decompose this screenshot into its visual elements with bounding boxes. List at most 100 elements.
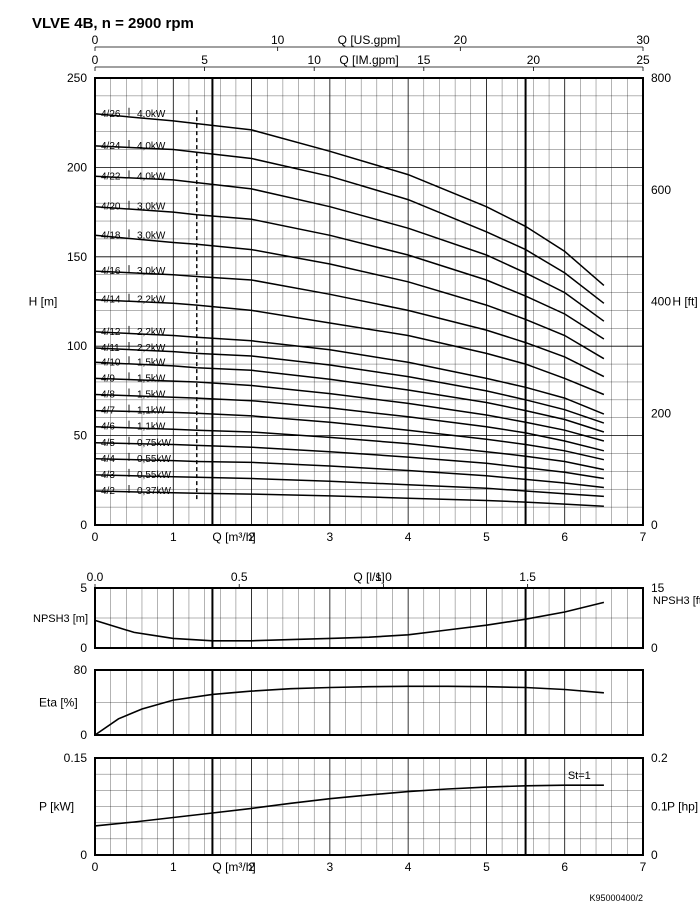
svg-text:Eta [%]: Eta [%] [39, 696, 78, 710]
svg-text:NPSH3 [ft]: NPSH3 [ft] [653, 595, 700, 607]
svg-text:4,0kW: 4,0kW [137, 141, 166, 152]
svg-text:1.5: 1.5 [519, 570, 536, 584]
svg-text:H [ft]: H [ft] [672, 295, 697, 309]
svg-text:0: 0 [80, 728, 87, 742]
svg-text:5: 5 [483, 530, 490, 544]
svg-text:4: 4 [405, 530, 412, 544]
svg-text:Q [l/s]: Q [l/s] [353, 570, 384, 584]
svg-text:0.1: 0.1 [651, 800, 668, 814]
svg-text:15: 15 [417, 53, 431, 67]
svg-text:0: 0 [80, 641, 87, 655]
pump-curve-chart: VLVE 4B, n = 2900 rpm0102030Q [US.gpm]05… [0, 0, 700, 911]
svg-text:5: 5 [80, 581, 87, 595]
svg-text:4/9: 4/9 [101, 373, 115, 384]
svg-text:4,0kW: 4,0kW [137, 171, 166, 182]
svg-text:15: 15 [651, 581, 665, 595]
svg-text:4/8: 4/8 [101, 389, 115, 400]
svg-text:4/18: 4/18 [101, 230, 121, 241]
svg-text:2,2kW: 2,2kW [137, 295, 166, 306]
svg-text:St=1: St=1 [568, 770, 591, 782]
svg-text:7: 7 [640, 860, 647, 874]
svg-text:0.15: 0.15 [64, 751, 88, 765]
svg-text:4/10: 4/10 [101, 357, 121, 368]
svg-text:200: 200 [67, 160, 87, 174]
svg-text:0: 0 [92, 860, 99, 874]
svg-text:4/4: 4/4 [101, 454, 115, 465]
svg-text:3,0kW: 3,0kW [137, 230, 166, 241]
svg-text:2,2kW: 2,2kW [137, 327, 166, 338]
svg-text:4/22: 4/22 [101, 171, 121, 182]
svg-text:1,5kW: 1,5kW [137, 357, 166, 368]
svg-text:0,37kW: 0,37kW [137, 486, 171, 497]
svg-text:1: 1 [170, 530, 177, 544]
svg-text:H [m]: H [m] [29, 295, 58, 309]
svg-text:80: 80 [74, 663, 88, 677]
svg-text:10: 10 [308, 53, 322, 67]
svg-text:0: 0 [651, 518, 658, 532]
svg-text:0,75kW: 0,75kW [137, 438, 171, 449]
svg-text:1,1kW: 1,1kW [137, 422, 166, 433]
svg-text:Q [m³/h]: Q [m³/h] [212, 860, 255, 874]
svg-text:0.2: 0.2 [651, 751, 668, 765]
svg-text:P [kW]: P [kW] [39, 800, 74, 814]
svg-text:4/26: 4/26 [101, 109, 121, 120]
svg-text:100: 100 [67, 339, 87, 353]
svg-text:0: 0 [92, 53, 99, 67]
svg-text:0.0: 0.0 [87, 570, 104, 584]
svg-text:1,5kW: 1,5kW [137, 389, 166, 400]
svg-text:4/20: 4/20 [101, 202, 121, 213]
svg-text:1,5kW: 1,5kW [137, 373, 166, 384]
svg-text:3,0kW: 3,0kW [137, 266, 166, 277]
svg-text:10: 10 [271, 33, 285, 47]
svg-text:0: 0 [651, 641, 658, 655]
svg-text:0: 0 [80, 518, 87, 532]
svg-text:3,0kW: 3,0kW [137, 202, 166, 213]
svg-text:Q [m³/h]: Q [m³/h] [212, 530, 255, 544]
svg-text:25: 25 [636, 53, 650, 67]
svg-text:600: 600 [651, 183, 671, 197]
svg-text:4,0kW: 4,0kW [137, 109, 166, 120]
svg-text:50: 50 [74, 429, 88, 443]
svg-text:6: 6 [561, 530, 568, 544]
svg-text:Q [IM.gpm]: Q [IM.gpm] [339, 53, 398, 67]
svg-text:3: 3 [327, 530, 334, 544]
svg-text:150: 150 [67, 250, 87, 264]
svg-text:0: 0 [651, 848, 658, 862]
svg-text:800: 800 [651, 71, 671, 85]
svg-text:NPSH3 [m]: NPSH3 [m] [33, 613, 88, 625]
svg-text:VLVE 4B, n = 2900 rpm: VLVE 4B, n = 2900 rpm [32, 15, 194, 32]
svg-text:1,1kW: 1,1kW [137, 406, 166, 417]
svg-text:20: 20 [454, 33, 468, 47]
svg-text:Q [US.gpm]: Q [US.gpm] [338, 33, 401, 47]
svg-text:20: 20 [527, 53, 541, 67]
svg-text:K95000400/2: K95000400/2 [589, 893, 643, 903]
svg-text:4/24: 4/24 [101, 141, 121, 152]
svg-text:4/2: 4/2 [101, 486, 115, 497]
svg-text:4/14: 4/14 [101, 295, 121, 306]
svg-text:4/7: 4/7 [101, 406, 115, 417]
svg-text:5: 5 [201, 53, 208, 67]
svg-text:6: 6 [561, 860, 568, 874]
svg-text:4: 4 [405, 860, 412, 874]
svg-text:0,55kW: 0,55kW [137, 454, 171, 465]
svg-text:4/6: 4/6 [101, 422, 115, 433]
svg-text:30: 30 [636, 33, 650, 47]
svg-text:4/11: 4/11 [101, 343, 120, 354]
svg-text:400: 400 [651, 295, 671, 309]
svg-text:7: 7 [640, 530, 647, 544]
svg-text:200: 200 [651, 406, 671, 420]
svg-text:3: 3 [327, 860, 334, 874]
svg-text:0: 0 [92, 530, 99, 544]
svg-text:4/12: 4/12 [101, 327, 121, 338]
svg-text:2,2kW: 2,2kW [137, 343, 166, 354]
svg-text:0,55kW: 0,55kW [137, 470, 171, 481]
svg-text:5: 5 [483, 860, 490, 874]
svg-text:250: 250 [67, 71, 87, 85]
svg-text:P [hp]: P [hp] [667, 800, 698, 814]
svg-text:1: 1 [170, 860, 177, 874]
svg-text:0: 0 [92, 33, 99, 47]
svg-text:0: 0 [80, 848, 87, 862]
svg-text:4/16: 4/16 [101, 266, 121, 277]
svg-text:4/3: 4/3 [101, 470, 115, 481]
svg-text:4/5: 4/5 [101, 438, 115, 449]
